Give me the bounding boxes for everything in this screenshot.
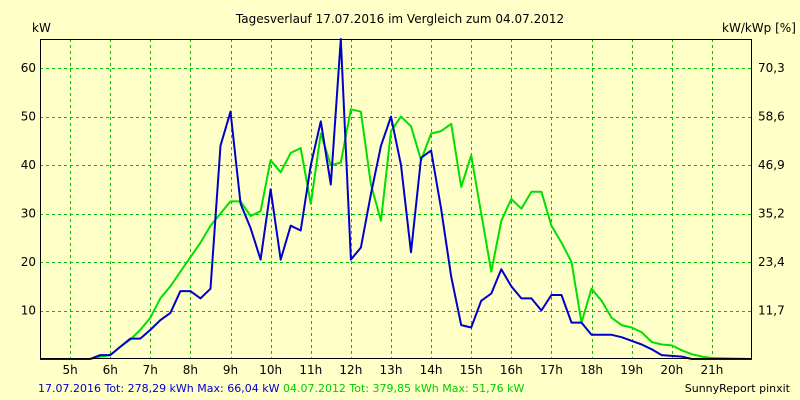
x-tick-label-11: 16h	[500, 363, 523, 377]
x-tick-label-15: 20h	[660, 363, 683, 377]
y-axis-right-label: kW/kWp [%]	[722, 21, 796, 35]
series-group	[40, 38, 753, 360]
x-tick-label-3: 8h	[183, 363, 198, 377]
y-tick-left-1: 20	[21, 255, 36, 269]
plot-border	[40, 39, 752, 359]
footer-2016-summary: 17.07.2016 Tot: 278,29 kWh Max: 66,04 kW	[38, 382, 280, 395]
grid	[40, 39, 752, 359]
footer-2012-summary: 04.07.2012 Tot: 379,85 kWh Max: 51,76 kW	[282, 382, 525, 395]
y-tick-left-4: 50	[21, 110, 36, 124]
y-tick-left-0: 10	[21, 304, 36, 318]
y-tick-left-5: 60	[21, 61, 36, 75]
x-tick-label-8: 13h	[380, 363, 403, 377]
axes: 5h 6h 7h 8h 9h 10h 11h 12h 13h 14h 15h 16h 17h 18h 19h…	[21, 61, 785, 377]
x-tick-label-4: 9h	[223, 363, 238, 377]
x-tick-label-2: 7h	[143, 363, 158, 377]
x-tick-label-9: 14h	[420, 363, 443, 377]
y-tick-right-2: 35,2	[758, 206, 785, 220]
footer-credit: SunnyReport pinxit	[684, 382, 790, 395]
y-tick-right-0: 11,7	[758, 304, 785, 318]
plot-area	[40, 39, 752, 359]
y-tick-right-1: 23,4	[758, 255, 785, 269]
x-tick-label-10: 15h	[460, 363, 483, 377]
x-tick-label-12: 17h	[540, 363, 563, 377]
x-tick-label-1: 6h	[103, 363, 118, 377]
chart-title: Tagesverlauf 17.07.2016 im Vergleich zum…	[235, 12, 564, 26]
x-tick-label-16: 21h	[700, 363, 723, 377]
x-tick-label-5: 10h	[259, 363, 282, 377]
x-tick-label-0: 5h	[62, 363, 77, 377]
x-tick-label-13: 18h	[580, 363, 603, 377]
x-tick-label-6: 11h	[299, 363, 322, 377]
series-line-0	[40, 38, 752, 360]
y-tick-right-5: 70,3	[758, 61, 785, 75]
footer-summary: 17.07.2016 Tot: 278,29 kWh Max: 66,04 kW…	[38, 382, 524, 395]
y-tick-left-3: 40	[21, 158, 36, 172]
x-tick-label-14: 19h	[620, 363, 643, 377]
y-tick-left-2: 30	[21, 207, 36, 221]
x-tick-label-7: 12h	[339, 363, 362, 377]
y-tick-right-3: 46,9	[758, 158, 785, 172]
series-line-1	[40, 108, 753, 360]
y-axis-left-label: kW	[32, 21, 51, 35]
y-tick-right-4: 58,6	[758, 110, 785, 124]
